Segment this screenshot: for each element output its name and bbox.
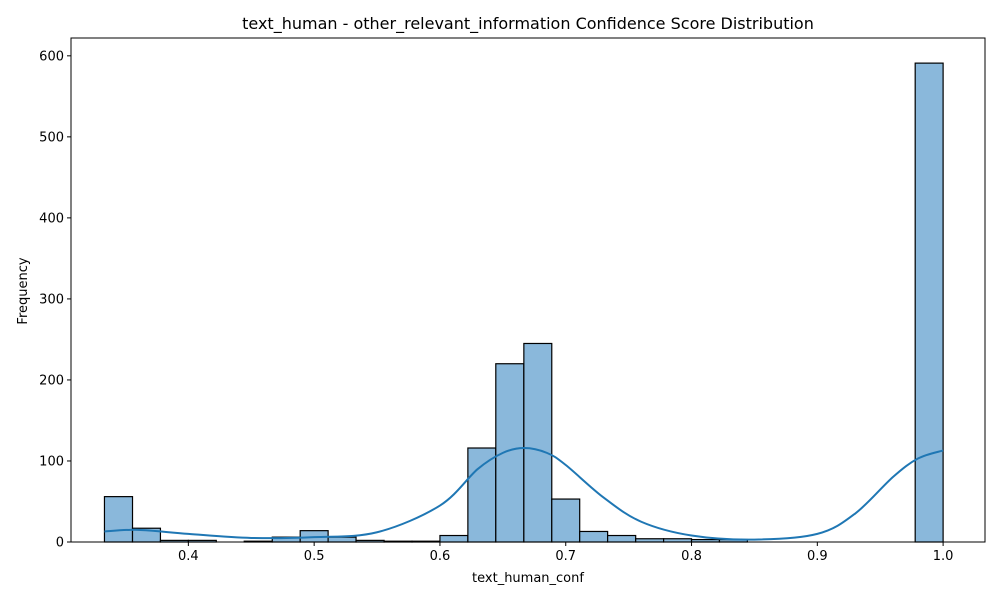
x-tick-label: 1.0: [933, 549, 954, 564]
x-tick-label: 0.8: [681, 549, 702, 564]
x-tick-label: 0.9: [807, 549, 828, 564]
x-tick-label: 0.7: [555, 549, 576, 564]
plot-frame: [70, 37, 986, 543]
histogram-bar: [607, 534, 637, 543]
y-tick-label: 600: [39, 49, 64, 64]
axes-layer: [70, 37, 986, 543]
ticks-layer: 0.4 0.5 0.6 0.7 0.8 0.9 1.0 0 100 200 300 400 500 600: [39, 49, 953, 564]
histogram-bar: [551, 498, 581, 543]
y-tick-label: 100: [39, 454, 64, 469]
chart-title: text_human - other_relevant_information …: [242, 14, 814, 34]
x-tick-label: 0.6: [430, 549, 451, 564]
y-tick-label: 300: [39, 292, 64, 307]
histogram-bar: [495, 363, 525, 543]
kde-layer: [104, 447, 944, 541]
x-tick-label: 0.4: [178, 549, 199, 564]
histogram-bar: [523, 342, 553, 543]
bars-layer: [103, 62, 944, 543]
y-axis-label: Frequency: [16, 257, 31, 324]
histogram-bar: [579, 530, 609, 543]
histogram-bar: [327, 536, 357, 543]
x-axis-label: text_human_conf: [472, 571, 584, 586]
y-tick-label: 400: [39, 211, 64, 226]
histogram-bar: [103, 496, 134, 543]
y-tick-label: 200: [39, 373, 64, 388]
x-tick-label: 0.5: [304, 549, 325, 564]
histogram-bar: [439, 534, 469, 543]
histogram-bar: [467, 447, 497, 543]
y-tick-label: 500: [39, 130, 64, 145]
y-tick-label: 0: [56, 536, 64, 551]
histogram-bar: [914, 62, 944, 543]
kde-curve: [104, 447, 944, 541]
